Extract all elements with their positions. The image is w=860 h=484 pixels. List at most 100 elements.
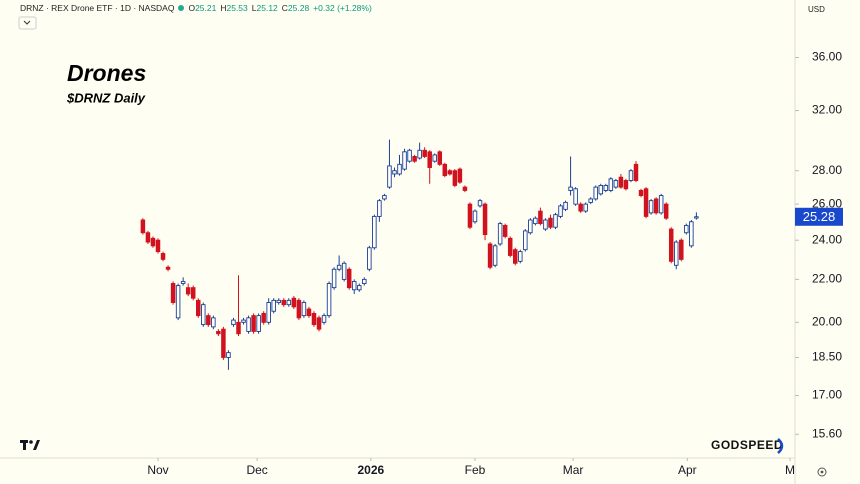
x-tick-label: Nov xyxy=(147,463,168,477)
candle-body xyxy=(195,299,201,317)
symbol: DRNZ · REX Drone ETF · 1D · NASDAQ xyxy=(20,3,175,13)
candle-body xyxy=(593,186,598,200)
candle-body xyxy=(392,170,397,175)
candle-body xyxy=(140,219,146,234)
watermark-icon xyxy=(777,438,784,454)
candle-body xyxy=(598,185,604,195)
candle-body xyxy=(427,151,432,168)
candle-body xyxy=(145,232,151,243)
candle-body xyxy=(487,243,493,268)
candle-body xyxy=(190,287,196,299)
candle-body xyxy=(246,317,251,332)
candle-body xyxy=(301,302,307,317)
x-tick-label: Apr xyxy=(678,463,697,477)
candle-body xyxy=(613,180,619,188)
candle-body xyxy=(452,170,458,186)
candle-body xyxy=(477,200,483,207)
candle-body xyxy=(462,186,468,191)
candle-body xyxy=(578,203,583,212)
candle-body xyxy=(674,241,679,266)
candle-body xyxy=(684,224,689,234)
candle-body xyxy=(266,302,271,323)
candle-body xyxy=(286,299,292,306)
candle-body xyxy=(417,149,422,159)
candle-body xyxy=(472,210,478,223)
candle-body xyxy=(643,188,649,217)
candle-body xyxy=(346,268,352,289)
candle-body xyxy=(261,312,266,323)
y-tick-label: 24.00 xyxy=(812,232,842,246)
status-dot xyxy=(178,5,185,11)
candle-body xyxy=(482,203,488,236)
candle-body xyxy=(316,317,322,330)
y-tick-label: 28.00 xyxy=(812,163,842,177)
candle-body xyxy=(377,200,382,217)
candle-body xyxy=(668,228,674,262)
x-tick-label: Feb xyxy=(465,463,486,477)
settings-icon-dot xyxy=(820,470,824,474)
candle-body xyxy=(628,170,634,181)
candle-body xyxy=(160,253,166,260)
watermark: GODSPEED xyxy=(711,438,783,452)
y-tick-label: 26.00 xyxy=(812,196,842,210)
candle-body xyxy=(603,185,609,191)
candle-body xyxy=(638,190,644,196)
candle-body xyxy=(201,304,206,326)
candle-body xyxy=(558,205,563,217)
candle-body xyxy=(226,352,231,358)
candle-body xyxy=(326,283,332,317)
candle-body xyxy=(311,312,317,326)
tv-logo xyxy=(20,440,40,450)
candle-body xyxy=(679,239,684,260)
candle-body xyxy=(663,203,669,219)
candle-body xyxy=(648,200,654,214)
x-tick-label: 2026 xyxy=(357,463,384,477)
candle-body xyxy=(206,315,211,326)
candle-body xyxy=(623,180,629,190)
annotation-title: Drones xyxy=(67,60,146,86)
candle-body xyxy=(694,216,699,219)
candle-body xyxy=(523,230,528,251)
y-tick-label: 15.60 xyxy=(812,426,842,440)
candle-body xyxy=(251,315,256,332)
ohlc-low: L25.12 xyxy=(252,3,278,13)
ohlc-value: 25.53 xyxy=(226,3,248,13)
candle-body xyxy=(402,151,407,170)
candle-body xyxy=(180,280,186,284)
candle-body xyxy=(216,330,221,335)
candle-body xyxy=(271,299,276,312)
candle-body xyxy=(658,195,664,214)
collapse-icon xyxy=(23,20,31,25)
candle-body xyxy=(633,163,639,181)
change: +0.32 (+1.28%) xyxy=(313,3,372,13)
candle-body xyxy=(241,319,246,323)
candle-body xyxy=(543,219,548,230)
candle-body xyxy=(155,239,161,253)
candle-body xyxy=(397,163,402,175)
candle-body xyxy=(362,278,367,284)
candle-body xyxy=(281,299,287,306)
y-tick-label: 20.00 xyxy=(812,315,842,329)
candle-body xyxy=(422,149,427,157)
ohlc-open: O25.21 xyxy=(188,3,216,13)
candle-body xyxy=(653,198,659,214)
candle-body xyxy=(387,165,392,188)
currency[interactable]: USD xyxy=(808,5,825,14)
ohlc-label: H xyxy=(220,3,227,13)
candle-body xyxy=(175,285,181,319)
settings-icon[interactable] xyxy=(817,467,827,477)
last-price-box xyxy=(795,207,843,226)
candle-body xyxy=(507,237,513,256)
collapse-button[interactable] xyxy=(18,16,37,30)
symbol-legend: DRNZ · REX Drone ETF · 1D · NASDAQ O25.2… xyxy=(20,3,372,13)
candle-body xyxy=(331,268,337,289)
x-tick-label: Mar xyxy=(563,463,584,477)
candle-body xyxy=(432,154,437,162)
candle-body xyxy=(467,203,473,228)
candle-body xyxy=(492,245,498,266)
candle-body xyxy=(548,217,553,228)
ohlc-value: 25.28 xyxy=(287,3,310,13)
candle-body xyxy=(502,224,508,237)
candle-body xyxy=(583,203,588,212)
